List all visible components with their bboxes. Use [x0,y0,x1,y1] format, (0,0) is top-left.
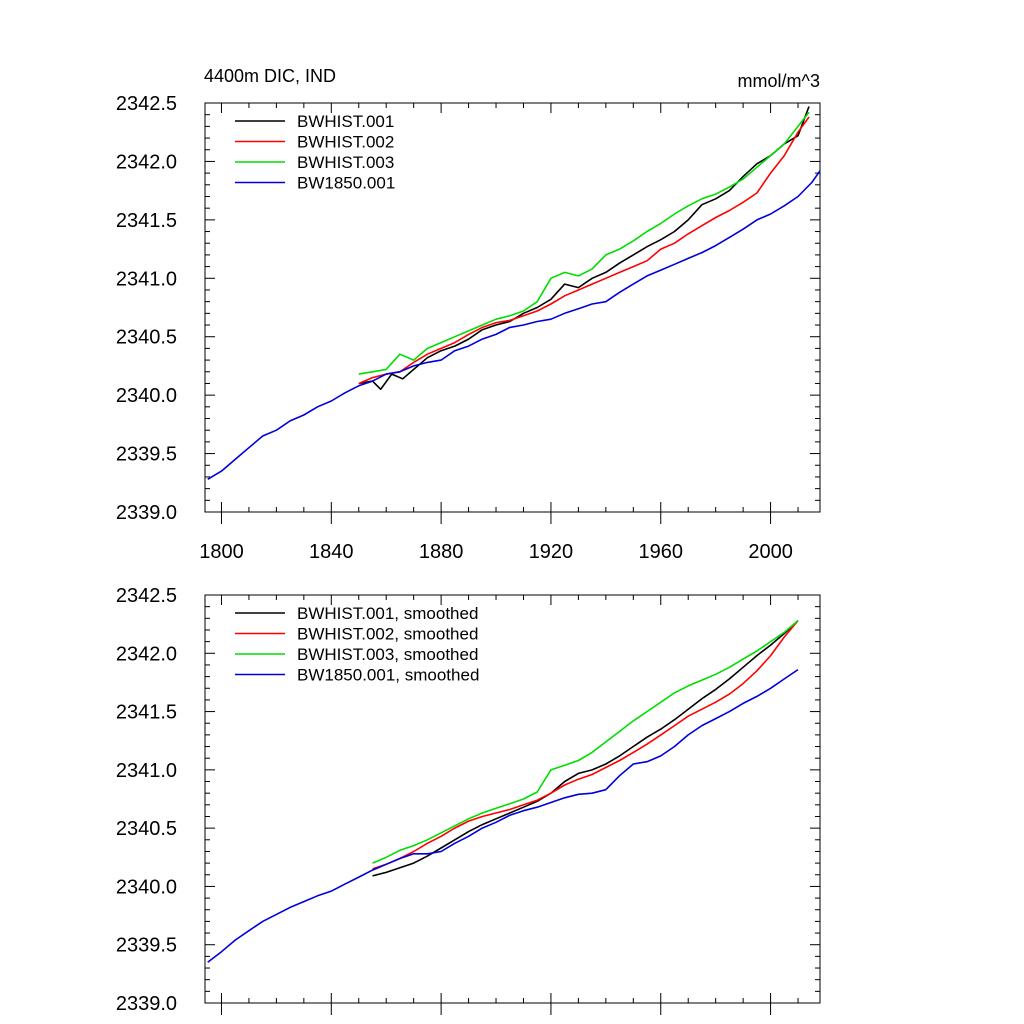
y-tick-label: 2340.0 [116,385,177,407]
y-tick-label: 2341.5 [116,210,177,232]
x-tick-label: 1880 [419,541,464,563]
y-tick-label: 2342.0 [116,643,177,665]
legend-label: BWHIST.003, smoothed [297,645,478,664]
x-tick-label: 1920 [529,541,574,563]
series-line [372,620,799,870]
y-tick-label: 2340.5 [116,818,177,840]
y-tick-label: 2339.5 [116,935,177,957]
y-tick-label: 2339.0 [116,993,177,1015]
legend-label: BWHIST.003 [297,153,394,172]
y-tick-label: 2341.0 [116,268,177,290]
y-tick-label: 2340.5 [116,327,177,349]
legend-label: BWHIST.002, smoothed [297,625,478,644]
x-tick-label: 1960 [639,541,684,563]
y-tick-label: 2342.0 [116,151,177,173]
legend-label: BWHIST.001 [297,112,394,131]
series-line [358,106,810,391]
y-tick-label: 2341.0 [116,760,177,782]
legend-label: BW1850.001 [297,174,395,193]
x-tick-label: 1840 [309,541,354,563]
y-tick-label: 2339.0 [116,502,177,524]
y-tick-label: 2340.0 [116,876,177,898]
series-line [372,620,799,877]
top-panel: 4400m DIC, IND mmol/m^3 2339.0 2339.5 2340… [116,66,821,563]
y-tick-label: 2342.5 [116,585,177,607]
plot-frame [204,594,821,1004]
series-line [358,111,810,375]
y-tick-label: 2342.5 [116,93,177,115]
legend-label: BWHIST.002 [297,133,394,152]
panel-title: 4400m DIC, IND [204,66,336,86]
bottom-panel: 2339.0 2339.5 2340.0 2340.5 2341.0 2341.5 2342… [116,585,821,1015]
series-line [207,668,799,963]
y-tick-label: 2339.5 [116,444,177,466]
x-tick-label: 1800 [199,541,244,563]
legend-label: BWHIST.001, smoothed [297,604,478,623]
series-line [358,116,810,385]
legend-label: BW1850.001, smoothed [297,666,479,685]
series-line [372,619,799,864]
x-tick-label: 2000 [748,541,793,563]
series-line [207,170,821,480]
y-tick-label: 2341.5 [116,702,177,724]
plot-frame [204,102,821,513]
units-label: mmol/m^3 [738,71,820,91]
